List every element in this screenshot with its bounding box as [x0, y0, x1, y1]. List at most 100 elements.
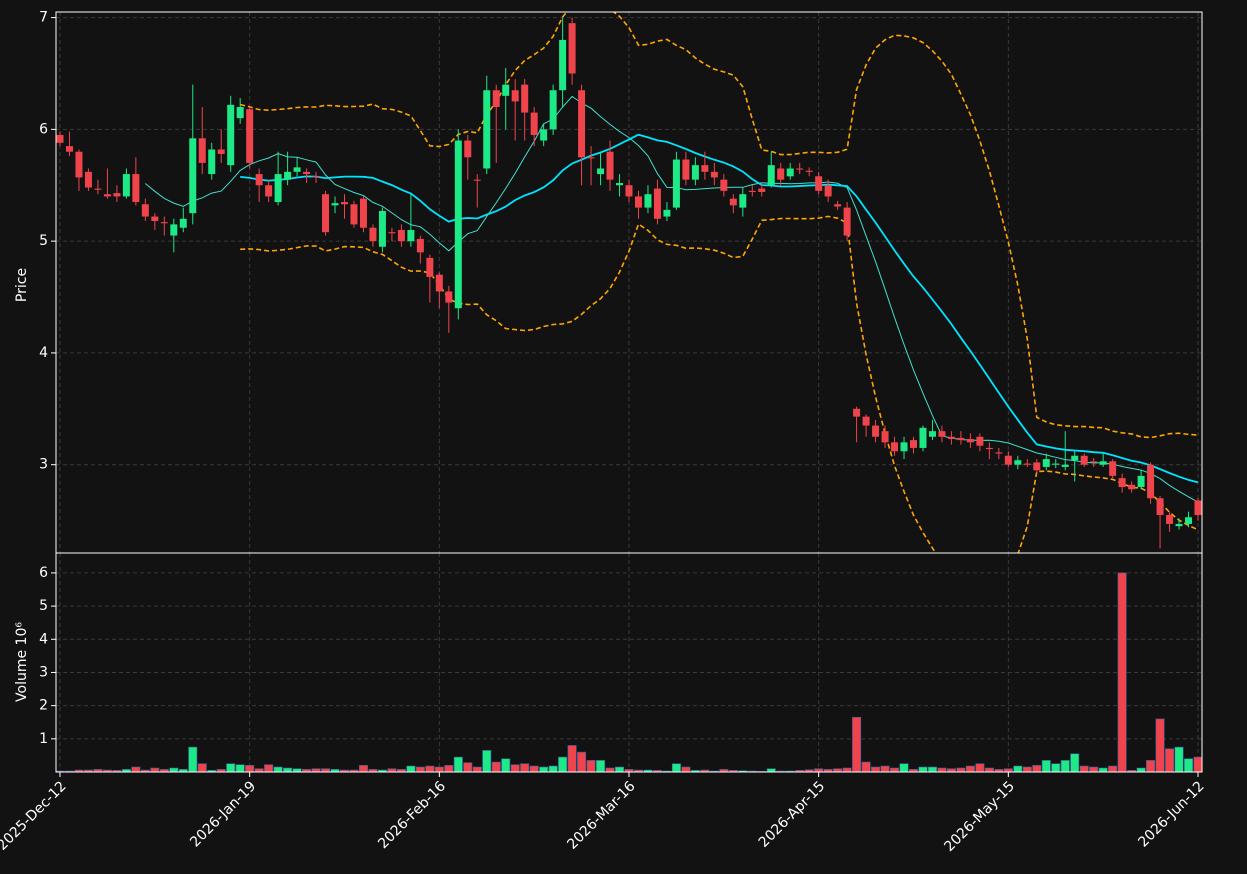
volume-bar — [1041, 760, 1051, 773]
candle-body — [265, 185, 273, 197]
volume-bar — [520, 763, 530, 773]
volume-bar — [605, 767, 615, 773]
volume-tick-label: 5 — [39, 598, 48, 614]
volume-tick-label: 1 — [39, 731, 48, 747]
volume-tick-label: 3 — [39, 664, 48, 680]
candle-body — [1147, 464, 1155, 499]
candle-body — [303, 171, 311, 175]
volume-bar — [226, 763, 236, 773]
candle-body — [872, 425, 880, 437]
candle-body — [862, 416, 870, 426]
volume-bar — [548, 765, 558, 773]
candle-body — [492, 90, 500, 108]
volume-bar — [1193, 756, 1203, 773]
candle-body — [796, 168, 804, 170]
candle-body — [853, 408, 861, 417]
candle-body — [473, 179, 481, 181]
candle-body — [56, 134, 64, 143]
volume-bar — [501, 758, 511, 773]
candle-body — [758, 188, 766, 192]
candle-body — [341, 202, 348, 205]
volume-bar — [1013, 765, 1023, 773]
volume-bar — [1089, 766, 1099, 773]
volume-bar — [1184, 758, 1194, 773]
volume-bar — [1174, 746, 1184, 773]
candle-body — [160, 222, 168, 224]
candle-body — [805, 170, 813, 172]
volume-bar — [596, 760, 606, 773]
candle-body — [625, 185, 633, 197]
candle-body — [1071, 455, 1079, 461]
candle-body — [682, 159, 690, 180]
candle-body — [369, 227, 377, 242]
candle-body — [359, 198, 367, 228]
candle-body — [170, 224, 178, 236]
candle-body — [634, 196, 642, 208]
volume-tick-label: 2 — [39, 698, 48, 714]
volume-bar — [529, 765, 539, 773]
candle-body — [103, 194, 111, 197]
volume-bar — [842, 767, 852, 773]
candle-body — [151, 216, 159, 222]
candle-body — [84, 171, 92, 188]
candle-body — [843, 207, 851, 236]
volume-bar — [1146, 760, 1156, 773]
volume-bar — [131, 766, 141, 773]
candle-body — [179, 218, 187, 228]
volume-bar — [880, 765, 890, 773]
candle-body — [189, 138, 197, 214]
volume-frame — [55, 552, 1203, 773]
ma-short — [144, 95, 1199, 503]
candle-body — [1080, 455, 1088, 465]
candle-body — [720, 179, 728, 191]
volume-tick-label: 6 — [39, 565, 48, 581]
candle-body — [710, 171, 718, 178]
candle-body — [445, 291, 453, 303]
volume-bar — [539, 766, 549, 773]
candle-body — [416, 238, 424, 253]
candle-body — [530, 112, 538, 135]
volume-tick-label: 4 — [39, 631, 48, 647]
volume-bar — [245, 765, 255, 773]
candle-body — [511, 90, 519, 102]
candle-body — [274, 174, 282, 203]
volume-bar — [273, 766, 283, 773]
volume-bar — [169, 767, 179, 773]
volume-bar — [434, 766, 444, 773]
candle-body — [786, 168, 794, 177]
y-axis-label: Price — [14, 268, 30, 302]
candle-body — [1128, 484, 1136, 490]
candle-body — [568, 23, 576, 74]
candle-body — [407, 229, 415, 242]
candle-body — [141, 204, 149, 217]
candle-body — [1004, 455, 1012, 465]
volume-bar — [150, 767, 160, 773]
volume-bar — [871, 766, 881, 773]
volume-bar — [918, 766, 928, 773]
volume-bar — [482, 750, 492, 773]
candle-body — [653, 188, 661, 219]
candle-body — [985, 447, 993, 450]
volume-bar — [1070, 753, 1080, 773]
volume-bar — [1136, 767, 1146, 773]
candle-body — [1118, 478, 1126, 488]
candle-body — [748, 190, 756, 192]
candle-body — [132, 174, 140, 203]
candle-body — [198, 138, 206, 163]
volume-bar — [491, 761, 501, 773]
candle-body — [995, 452, 1003, 454]
candle-body — [1052, 463, 1060, 465]
candle-body — [606, 151, 614, 180]
candle-body — [824, 185, 832, 197]
candle-body — [938, 431, 946, 437]
ma-long — [240, 133, 1199, 484]
candle-body — [1185, 517, 1193, 524]
candle-body — [454, 140, 462, 309]
candle-body — [881, 431, 889, 443]
volume-bar — [1079, 765, 1089, 773]
volume-bar — [1060, 760, 1070, 773]
candle-body — [957, 437, 965, 441]
y-tick-label: 5 — [39, 233, 48, 249]
